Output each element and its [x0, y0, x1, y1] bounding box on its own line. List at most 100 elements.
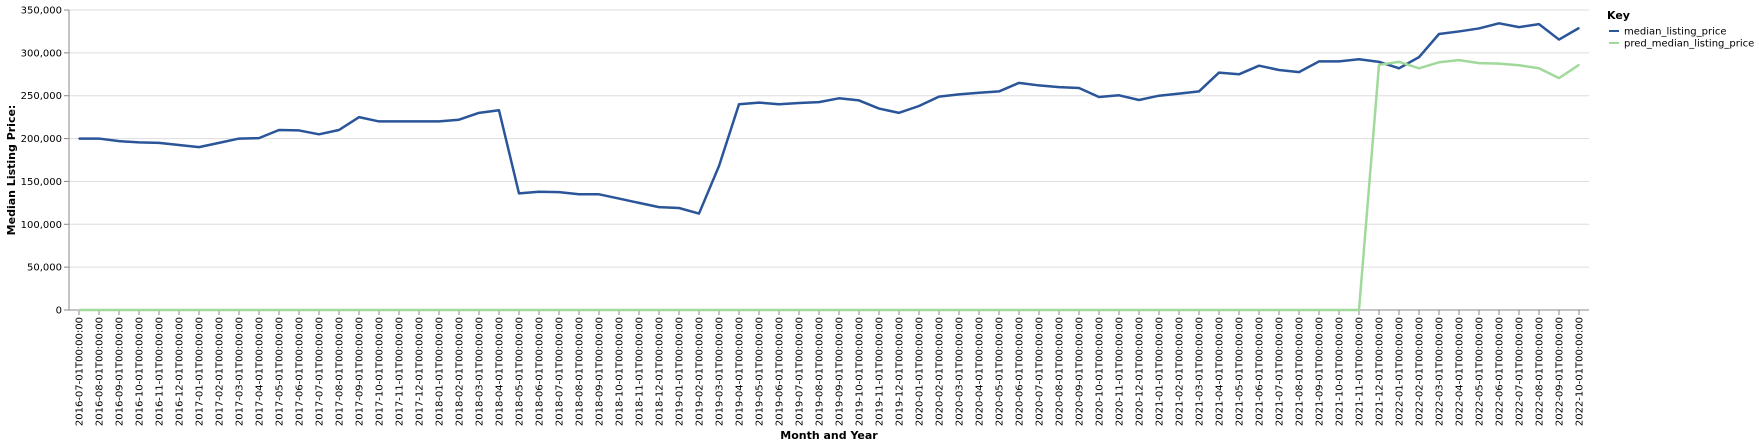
data-point	[1398, 61, 1400, 63]
x-tick-label: 2018-11-01T00:00:00	[635, 317, 646, 426]
data-point	[1218, 309, 1220, 311]
x-tick-label: 2016-08-01T00:00:00	[95, 317, 106, 426]
x-tick-label: 2020-11-01T00:00:00	[1115, 317, 1126, 426]
x-tick-label: 2020-06-01T00:00:00	[1015, 317, 1026, 426]
data-point	[458, 118, 460, 121]
data-point	[418, 309, 420, 311]
data-point	[1318, 60, 1320, 63]
x-axis-title: Month and Year	[780, 429, 878, 442]
x-tick-label: 2018-05-01T00:00:00	[515, 317, 526, 426]
x-tick-label: 2021-12-01T00:00:00	[1375, 317, 1386, 426]
x-tick-label: 2019-06-01T00:00:00	[775, 317, 786, 426]
data-point	[1098, 309, 1100, 311]
data-point	[958, 93, 960, 96]
data-point	[1038, 84, 1040, 87]
data-point	[638, 202, 640, 204]
data-point	[118, 140, 120, 142]
data-point	[678, 309, 680, 311]
data-point	[1278, 69, 1280, 71]
data-point	[1338, 60, 1340, 63]
x-tick-label: 2020-04-01T00:00:00	[975, 317, 986, 426]
data-point	[1118, 94, 1120, 97]
data-point	[438, 120, 440, 123]
x-tick-label: 2017-06-01T00:00:00	[295, 317, 306, 426]
data-point	[1518, 26, 1520, 28]
x-tick-label: 2017-04-01T00:00:00	[255, 317, 266, 426]
data-point	[1078, 309, 1080, 311]
x-tick-label: 2019-01-01T00:00:00	[675, 317, 686, 426]
data-point	[298, 129, 300, 132]
x-tick-label: 2017-03-01T00:00:00	[235, 317, 246, 426]
data-point	[1078, 87, 1080, 89]
data-point	[158, 309, 160, 311]
data-point	[598, 193, 600, 196]
y-tick-label: 0	[56, 306, 62, 317]
data-point	[318, 133, 320, 136]
x-tick-label: 2021-03-01T00:00:00	[1195, 317, 1206, 426]
data-point	[1258, 309, 1260, 311]
x-tick-label: 2020-10-01T00:00:00	[1095, 317, 1106, 426]
x-tick-label: 2017-10-01T00:00:00	[375, 317, 386, 426]
x-tick-label: 2019-02-01T00:00:00	[695, 317, 706, 426]
data-point	[258, 137, 260, 139]
x-tick-label: 2021-09-01T00:00:00	[1315, 317, 1326, 426]
data-point	[958, 309, 960, 311]
legend-label: pred_median_listing_price	[1624, 39, 1754, 50]
y-tick-label: 150,000	[21, 177, 62, 188]
data-point	[1138, 99, 1140, 101]
x-tick-label: 2020-08-01T00:00:00	[1055, 317, 1066, 426]
x-tick-label: 2018-03-01T00:00:00	[475, 317, 486, 426]
data-point	[798, 102, 800, 104]
data-point	[738, 103, 740, 106]
data-point	[358, 309, 360, 311]
data-point	[518, 309, 520, 311]
data-point	[358, 116, 360, 118]
data-point	[898, 309, 900, 311]
data-point	[498, 309, 500, 311]
x-tick-label: 2016-09-01T00:00:00	[115, 317, 126, 426]
y-tick-label: 350,000	[21, 6, 62, 17]
data-point	[378, 120, 380, 123]
data-point	[778, 103, 780, 106]
data-point	[1018, 82, 1020, 84]
axes: 0 50,000 100,000 150,000 200,000 250,000 300,0…	[21, 6, 1589, 426]
series-lines	[78, 22, 1580, 312]
x-tick-label: 2021-06-01T00:00:00	[1255, 317, 1266, 426]
data-point	[778, 309, 780, 311]
x-tick-label: 2018-10-01T00:00:00	[615, 317, 626, 426]
x-tick-label: 2022-07-01T00:00:00	[1515, 317, 1526, 426]
data-point	[1338, 309, 1340, 311]
x-tick-label: 2016-07-01T00:00:00	[75, 317, 86, 426]
data-point	[558, 309, 560, 311]
data-point	[918, 105, 920, 107]
x-tick-label: 2022-06-01T00:00:00	[1495, 317, 1506, 426]
x-tick-label: 2020-01-01T00:00:00	[915, 317, 926, 426]
data-point	[138, 141, 140, 144]
x-tick-label: 2016-12-01T00:00:00	[175, 317, 186, 426]
data-point	[878, 309, 880, 311]
y-tick-label: 50,000	[27, 263, 62, 274]
data-point	[1558, 38, 1560, 41]
x-tick-label: 2022-05-01T00:00:00	[1475, 317, 1486, 426]
x-tick-label: 2017-09-01T00:00:00	[355, 317, 366, 426]
data-point	[198, 146, 200, 148]
data-point	[938, 95, 940, 98]
data-point	[1478, 62, 1480, 64]
data-point	[1478, 27, 1480, 30]
grid	[69, 9, 1589, 311]
data-point	[998, 90, 1000, 93]
data-point	[178, 144, 180, 146]
data-point	[918, 309, 920, 311]
data-point	[218, 309, 220, 311]
data-point	[1318, 309, 1320, 311]
data-point	[598, 309, 600, 311]
data-point	[1118, 309, 1120, 311]
data-point	[158, 142, 160, 144]
data-point	[758, 101, 760, 104]
data-point	[638, 309, 640, 311]
data-point	[278, 309, 280, 311]
data-point	[1238, 73, 1240, 76]
data-point	[658, 309, 660, 311]
x-tick-label: 2018-08-01T00:00:00	[575, 317, 586, 426]
